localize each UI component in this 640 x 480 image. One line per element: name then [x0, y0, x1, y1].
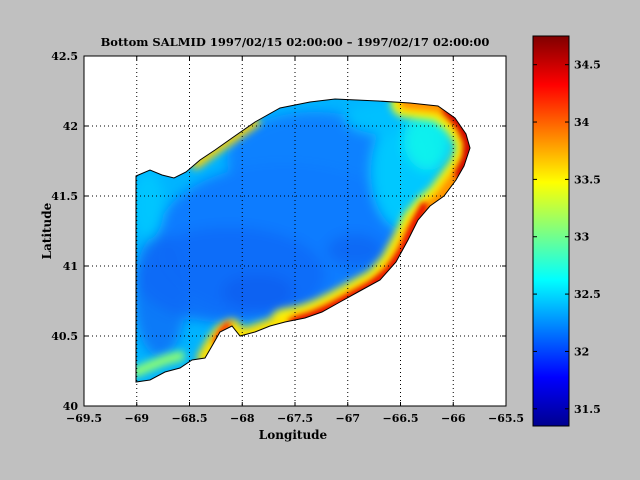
y-tick-label: 41.5 — [51, 190, 78, 203]
x-tick-label: −69 — [124, 412, 149, 425]
colorbar-tick-label: 33.5 — [574, 173, 601, 186]
x-tick-label: −65.5 — [488, 412, 524, 425]
y-axis: 40 40.5 41 41.5 42 42.5 — [51, 50, 506, 413]
x-tick-label: −66.5 — [382, 412, 418, 425]
x-tick-label: −67 — [335, 412, 360, 425]
x-axis-label: Longitude — [259, 428, 328, 442]
y-tick-label: 40.5 — [51, 330, 78, 343]
colorbar-tick-label: 32 — [574, 345, 589, 358]
colorbar-axis: 31.5 32 32.5 33 33.5 34 34.5 — [533, 59, 601, 416]
y-tick-label: 42.5 — [51, 50, 78, 63]
chart-title: Bottom SALMID 1997/02/15 02:00:00 – 1997… — [101, 35, 490, 49]
y-tick-label: 42 — [63, 120, 78, 133]
colorbar-frame — [532, 35, 570, 427]
x-tick-label: −67.5 — [277, 412, 313, 425]
x-tick-label: −68.5 — [171, 412, 207, 425]
colorbar-tick-label: 31.5 — [574, 403, 601, 416]
colorbar-tick-label: 34.5 — [574, 59, 601, 72]
x-tick-label: −69.5 — [66, 412, 102, 425]
colorbar-tick-label: 32.5 — [574, 288, 601, 301]
x-tick-label: −68 — [230, 412, 255, 425]
y-axis-label: Latitude — [40, 202, 54, 259]
colorbar — [533, 36, 569, 426]
y-tick-label: 40 — [63, 400, 79, 413]
colorbar-tick-label: 33 — [574, 231, 589, 244]
y-tick-label: 41 — [63, 260, 78, 273]
colorbar-tick-label: 34 — [574, 116, 590, 129]
x-tick-label: −66 — [441, 412, 466, 425]
x-axis: −69.5 −69 −68.5 −68 −67.5 −67 −66.5 −66 −65.5 — [66, 56, 524, 425]
